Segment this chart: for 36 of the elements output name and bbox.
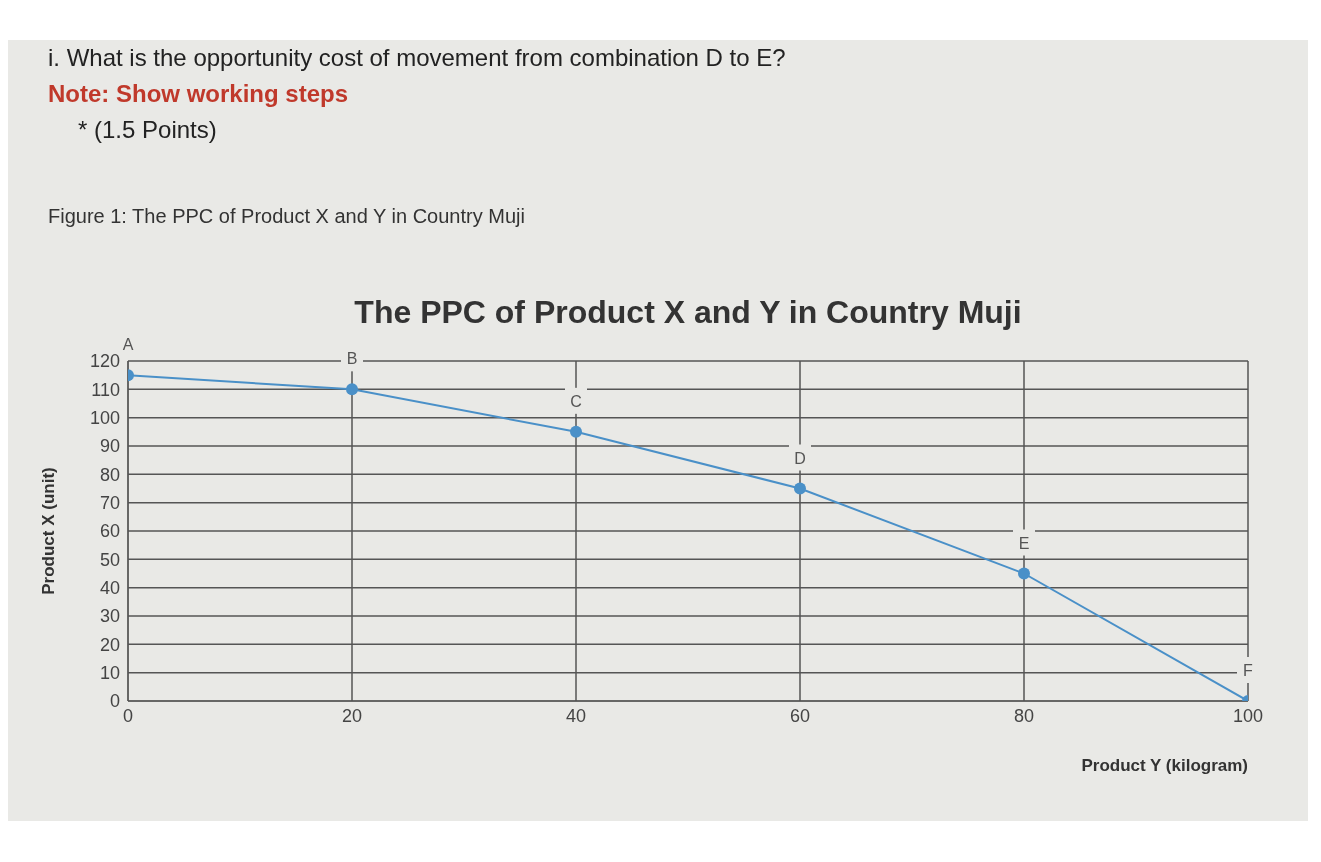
text: Note: Show working steps xyxy=(48,79,350,109)
y-tick-label: 30 xyxy=(99,606,120,627)
annotation: C xyxy=(570,392,582,410)
x-tick-label: 80 xyxy=(1013,705,1035,726)
y-tick-label: 40 xyxy=(99,578,120,599)
point xyxy=(346,383,358,396)
annotation: D xyxy=(794,449,806,467)
x-tick-label: 60 xyxy=(789,705,811,726)
x-tick-label: 0 xyxy=(122,705,134,726)
annotation: A xyxy=(122,336,134,354)
y-tick-label: 110 xyxy=(91,379,120,400)
y-tick-label: 20 xyxy=(99,634,120,655)
y-tick-label: 80 xyxy=(99,464,120,485)
annotation: E xyxy=(1018,534,1030,552)
chart-title: The PPC of Product X and Y in Country Muji xyxy=(353,294,1023,331)
point xyxy=(794,482,806,495)
x-tick-label: 100 xyxy=(1232,705,1264,726)
y-tick-label: 60 xyxy=(99,521,120,542)
text: i. What is the opportunity cost of movement from combination D to E? xyxy=(48,43,787,73)
y-tick-label: 70 xyxy=(99,493,120,514)
x-tick-label: 20 xyxy=(341,705,363,726)
y-axis-title: Product X (unit) xyxy=(39,467,59,595)
annotation: B xyxy=(346,350,358,368)
y-tick-label: 50 xyxy=(99,549,120,570)
y-tick-label: 90 xyxy=(99,436,120,457)
caption: Figure 1: The PPC of Product X and Y in Country Muji xyxy=(48,204,526,229)
y-tick-label: 0 xyxy=(109,691,120,712)
text: * (1.5 Points) xyxy=(78,115,218,145)
annotation: F xyxy=(1243,662,1254,679)
point xyxy=(1018,567,1030,580)
y-tick-label: 120 xyxy=(89,351,120,372)
x-tick-label: 40 xyxy=(565,705,587,726)
y-tick-label: 10 xyxy=(99,663,120,684)
x-axis-title: Product Y (kilogram) xyxy=(1081,756,1248,775)
point xyxy=(570,425,582,438)
y-tick-label: 100 xyxy=(89,408,120,429)
